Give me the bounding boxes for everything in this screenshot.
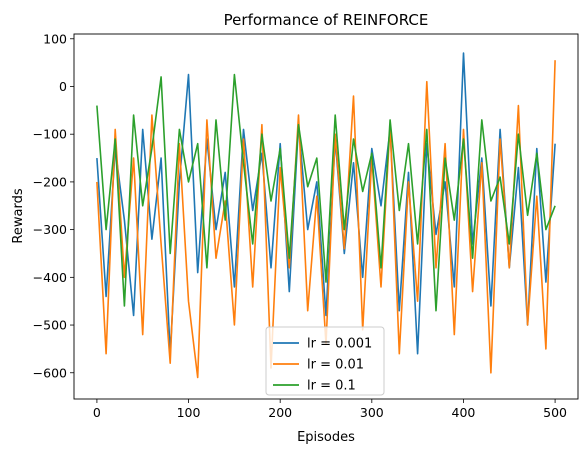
chart-title: Performance of REINFORCE [224, 11, 429, 29]
x-axis-label: Episodes [297, 430, 355, 445]
y-tick-label: 100 [43, 31, 67, 46]
x-tick-label: 0 [93, 405, 101, 420]
y-axis: −600 −500 −400 −300 −200 −100 0 100 [33, 31, 74, 380]
y-tick-label: −300 [33, 222, 67, 237]
x-tick-label: 300 [360, 405, 384, 420]
x-axis: 0 100 200 300 400 500 [93, 399, 567, 420]
y-tick-label: −500 [33, 318, 67, 333]
legend-label-1: lr = 0.01 [307, 358, 364, 373]
x-tick-label: 400 [452, 405, 476, 420]
y-tick-label: −200 [33, 174, 67, 189]
y-tick-label: −600 [33, 365, 67, 380]
y-tick-label: −400 [33, 270, 67, 285]
x-tick-label: 200 [268, 405, 292, 420]
x-tick-label: 500 [543, 405, 567, 420]
y-axis-label: Rewards [11, 188, 26, 243]
legend-label-2: lr = 0.1 [307, 379, 356, 394]
legend: lr = 0.001 lr = 0.01 lr = 0.1 [266, 327, 384, 395]
y-tick-label: −100 [33, 127, 67, 142]
x-tick-label: 100 [177, 405, 201, 420]
y-tick-label: 0 [59, 79, 67, 94]
legend-label-0: lr = 0.001 [307, 337, 372, 352]
